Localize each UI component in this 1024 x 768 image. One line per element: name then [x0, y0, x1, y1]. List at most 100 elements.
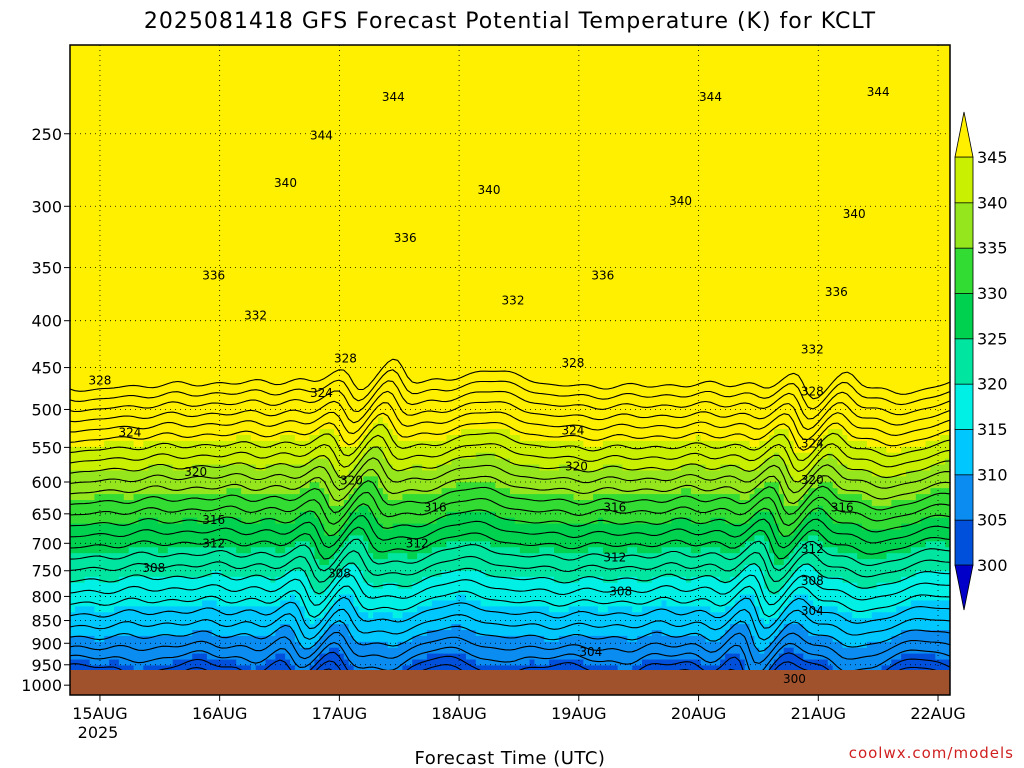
heatmap-cell [788, 121, 795, 129]
heatmap-cell [138, 151, 144, 158]
heatmap-cell [906, 198, 912, 206]
heatmap-cell [813, 133, 819, 141]
heatmap-cell [177, 151, 184, 158]
heatmap-cell [480, 127, 487, 135]
heatmap-cell [290, 157, 296, 164]
heatmap-cell [397, 62, 404, 70]
heatmap-cell [593, 139, 599, 147]
heatmap-cell [813, 139, 819, 147]
heatmap-cell [940, 45, 946, 52]
heatmap-cell [852, 157, 858, 164]
heatmap-cell [534, 45, 540, 52]
heatmap-cell [808, 74, 814, 82]
heatmap-cell [734, 169, 741, 176]
heatmap-cell [578, 68, 584, 76]
heatmap-cell [89, 110, 96, 117]
heatmap-cell [265, 186, 272, 194]
heatmap-cell [598, 104, 604, 111]
heatmap-cell [607, 92, 614, 99]
heatmap-cell [632, 62, 638, 70]
heatmap-cell [495, 169, 501, 176]
heatmap-cell [407, 163, 413, 170]
heatmap-cell [519, 121, 526, 129]
heatmap-cell [754, 74, 760, 82]
heatmap-cell [407, 62, 413, 70]
heatmap-cell [94, 133, 100, 141]
heatmap-cell [324, 145, 330, 152]
heatmap-cell [290, 180, 296, 188]
heatmap-cell [177, 192, 184, 200]
heatmap-cell [891, 186, 897, 194]
heatmap-cell [940, 186, 946, 194]
heatmap-cell [329, 186, 335, 194]
heatmap-cell [260, 121, 267, 129]
heatmap-cell [294, 139, 301, 147]
heatmap-cell [744, 68, 751, 76]
heatmap-cell [715, 133, 721, 141]
heatmap-cell [607, 145, 614, 152]
heatmap-cell [651, 145, 658, 152]
heatmap-cell [373, 80, 379, 87]
heatmap-cell [602, 110, 609, 117]
heatmap-cell [646, 151, 653, 158]
heatmap-cell [876, 145, 883, 152]
heatmap-cell [138, 163, 144, 170]
heatmap-cell [143, 198, 149, 206]
heatmap-cell [294, 133, 301, 141]
heatmap-cell [182, 98, 188, 105]
heatmap-cell [690, 163, 697, 170]
heatmap-cell [612, 151, 619, 158]
heatmap-cell [441, 110, 448, 117]
heatmap-cell [700, 198, 707, 206]
heatmap-cell [480, 45, 487, 52]
heatmap-cell [270, 192, 276, 200]
heatmap-cell [402, 50, 408, 58]
heatmap-cell [695, 86, 702, 93]
heatmap-cell [915, 68, 922, 76]
heatmap-cell [94, 80, 100, 87]
heatmap-cell [133, 198, 140, 206]
heatmap-cell [886, 92, 892, 99]
heatmap-cell [324, 139, 330, 147]
heatmap-cell [187, 157, 193, 164]
heatmap-cell [417, 127, 423, 135]
heatmap-cell [505, 80, 511, 87]
heatmap-cell [578, 151, 584, 158]
heatmap-cell [529, 74, 536, 82]
heatmap-cell [480, 163, 487, 170]
heatmap-cell [417, 92, 423, 99]
heatmap-cell [534, 50, 540, 58]
heatmap-cell [153, 121, 159, 129]
heatmap-cell [299, 56, 306, 64]
heatmap-cell [534, 68, 540, 76]
heatmap-cell [803, 104, 809, 111]
heatmap-cell [881, 163, 888, 170]
heatmap-cell [255, 139, 262, 147]
heatmap-cell [309, 145, 316, 152]
heatmap-cell [857, 192, 863, 200]
heatmap-cell [837, 62, 844, 70]
heatmap-cell [891, 45, 897, 52]
heatmap-cell [221, 104, 228, 111]
heatmap-cell [299, 98, 306, 105]
heatmap-cell [353, 56, 360, 64]
heatmap-cell [461, 204, 467, 212]
heatmap-cell [871, 192, 878, 200]
heatmap-cell [901, 86, 907, 93]
heatmap-cell [593, 68, 599, 76]
heatmap-cell [182, 50, 188, 58]
heatmap-cell [593, 133, 599, 141]
heatmap-cell [309, 92, 316, 99]
heatmap-cell [133, 115, 140, 123]
heatmap-cell [329, 121, 335, 129]
heatmap-cell [158, 92, 164, 99]
heatmap-cell [392, 62, 399, 70]
heatmap-cell [407, 80, 413, 87]
heatmap-cell [593, 50, 599, 58]
heatmap-cell [338, 45, 345, 52]
heatmap-cell [118, 45, 125, 52]
heatmap-cell [681, 45, 687, 52]
heatmap-cell [568, 68, 575, 76]
heatmap-cell [598, 92, 604, 99]
heatmap-cell [265, 110, 272, 117]
